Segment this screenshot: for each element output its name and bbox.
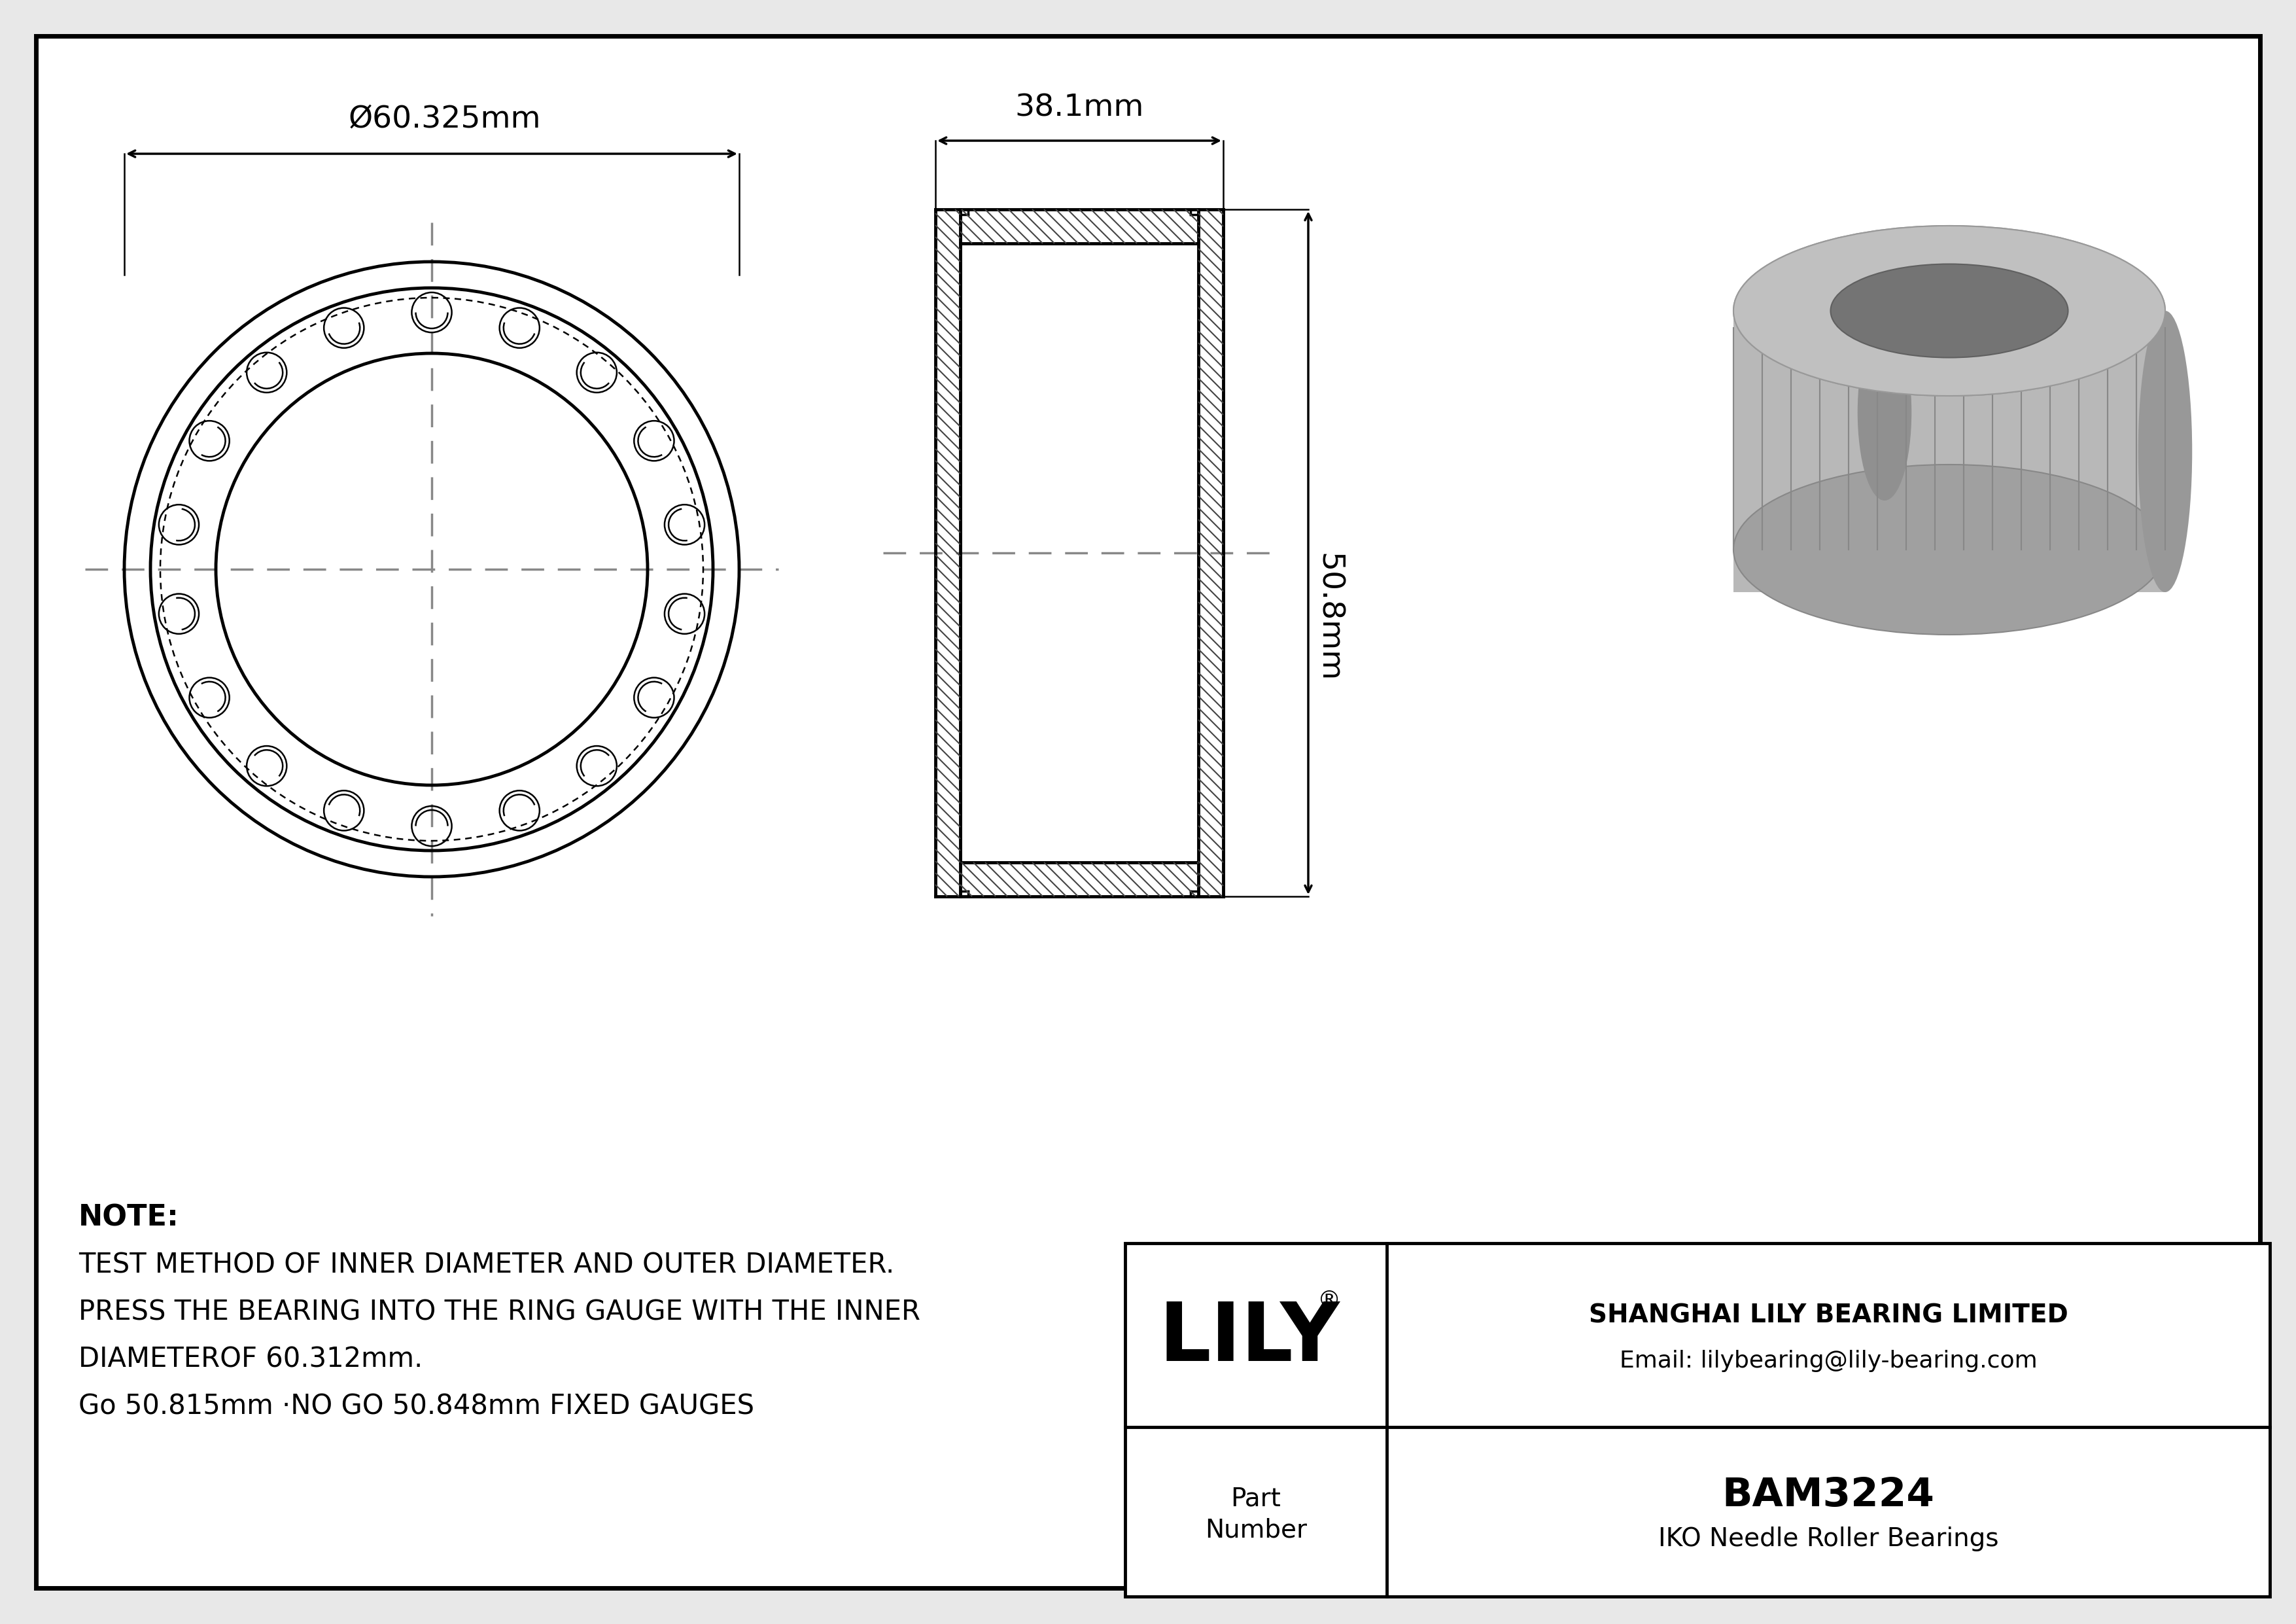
Text: Number: Number	[1205, 1517, 1306, 1543]
Text: TEST METHOD OF INNER DIAMETER AND OUTER DIAMETER.: TEST METHOD OF INNER DIAMETER AND OUTER …	[78, 1250, 895, 1278]
Text: Part: Part	[1231, 1486, 1281, 1510]
Ellipse shape	[1857, 323, 1913, 500]
Ellipse shape	[1733, 226, 2165, 396]
Text: IKO Needle Roller Bearings: IKO Needle Roller Bearings	[1658, 1527, 1998, 1551]
Bar	[1199, 209, 1224, 896]
Text: PRESS THE BEARING INTO THE RING GAUGE WITH THE INNER: PRESS THE BEARING INTO THE RING GAUGE WI…	[78, 1298, 921, 1325]
Text: BAM3224: BAM3224	[1722, 1476, 1936, 1515]
Text: Ø60.325mm: Ø60.325mm	[349, 104, 542, 135]
Text: LILY: LILY	[1159, 1299, 1341, 1377]
Bar	[1125, 1244, 2271, 1596]
Bar	[934, 209, 1224, 896]
Text: DIAMETEROF 60.312mm.: DIAMETEROF 60.312mm.	[78, 1345, 422, 1372]
Ellipse shape	[1733, 226, 2165, 396]
Text: Go 50.815mm ·NO GO 50.848mm FIXED GAUGES: Go 50.815mm ·NO GO 50.848mm FIXED GAUGES	[78, 1392, 755, 1419]
Ellipse shape	[1830, 265, 2069, 357]
Ellipse shape	[1733, 464, 2165, 635]
Bar	[934, 209, 960, 896]
Text: ®: ®	[1318, 1289, 1341, 1312]
Text: Email: lilybearing@lily-bearing.com: Email: lilybearing@lily-bearing.com	[1619, 1350, 2037, 1372]
Bar	[1733, 310, 2165, 593]
Text: 50.8mm: 50.8mm	[1313, 552, 1343, 682]
Text: SHANGHAI LILY BEARING LIMITED: SHANGHAI LILY BEARING LIMITED	[1589, 1302, 2069, 1328]
Circle shape	[124, 261, 739, 877]
Ellipse shape	[2138, 310, 2193, 593]
Text: 38.1mm: 38.1mm	[1015, 93, 1143, 122]
Ellipse shape	[1830, 265, 2069, 357]
Text: NOTE:: NOTE:	[78, 1203, 179, 1233]
